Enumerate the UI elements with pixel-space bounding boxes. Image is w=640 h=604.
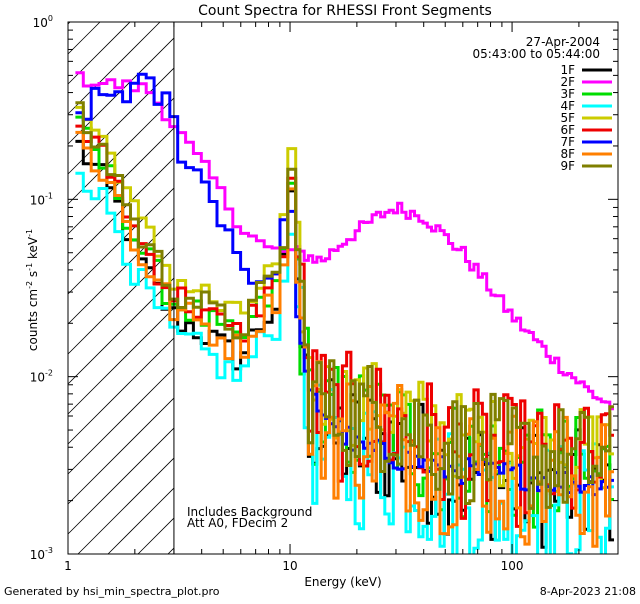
legend-label-5f: 5F [560, 111, 575, 125]
series-6f-line [75, 124, 614, 528]
chart-title: Count Spectra for RHESSI Front Segments [198, 3, 492, 19]
series-2f-line [75, 71, 614, 411]
annotation-background: Includes Background [187, 505, 312, 519]
annotation-attenuator: Att A0, FDecim 2 [187, 516, 288, 530]
legend-label-2f: 2F [560, 75, 575, 89]
series-4f-line [75, 171, 614, 554]
x-axis-label: Energy (keV) [304, 575, 381, 589]
legend-label-8f: 8F [560, 147, 575, 161]
legend-label-7f: 7F [560, 135, 575, 149]
date-label: 27-Apr-2004 [526, 35, 600, 49]
axis-ticks: 1 10 100 100 10-1 10-2 10-3 [30, 14, 619, 573]
y-tick-label: 100 [33, 14, 53, 30]
y-axis-label: counts cm-2 s-1 keV-1 [25, 229, 40, 351]
legend-label-6f: 6F [560, 123, 575, 137]
y-tick-label: 10-2 [30, 369, 53, 385]
legend-label-1f: 1F [560, 63, 575, 77]
x-tick-label: 100 [501, 559, 524, 573]
x-tick-label: 10 [282, 559, 297, 573]
series-9f-line [75, 101, 614, 510]
y-tick-label: 10-3 [30, 546, 53, 562]
time-range-label: 05:43:00 to 05:44:00 [473, 47, 600, 61]
legend-label-9f: 9F [560, 159, 575, 173]
legend-label-3f: 3F [560, 87, 575, 101]
plot-frame [67, 21, 619, 555]
footer-timestamp: 8-Apr-2023 21:08 [540, 585, 636, 598]
series-layer [75, 71, 614, 554]
legend-label-4f: 4F [560, 99, 575, 113]
y-tick-label: 10-1 [30, 191, 53, 207]
x-tick-label: 1 [64, 559, 72, 573]
footer-generated-by: Generated by hsi_min_spectra_plot.pro [4, 585, 220, 598]
